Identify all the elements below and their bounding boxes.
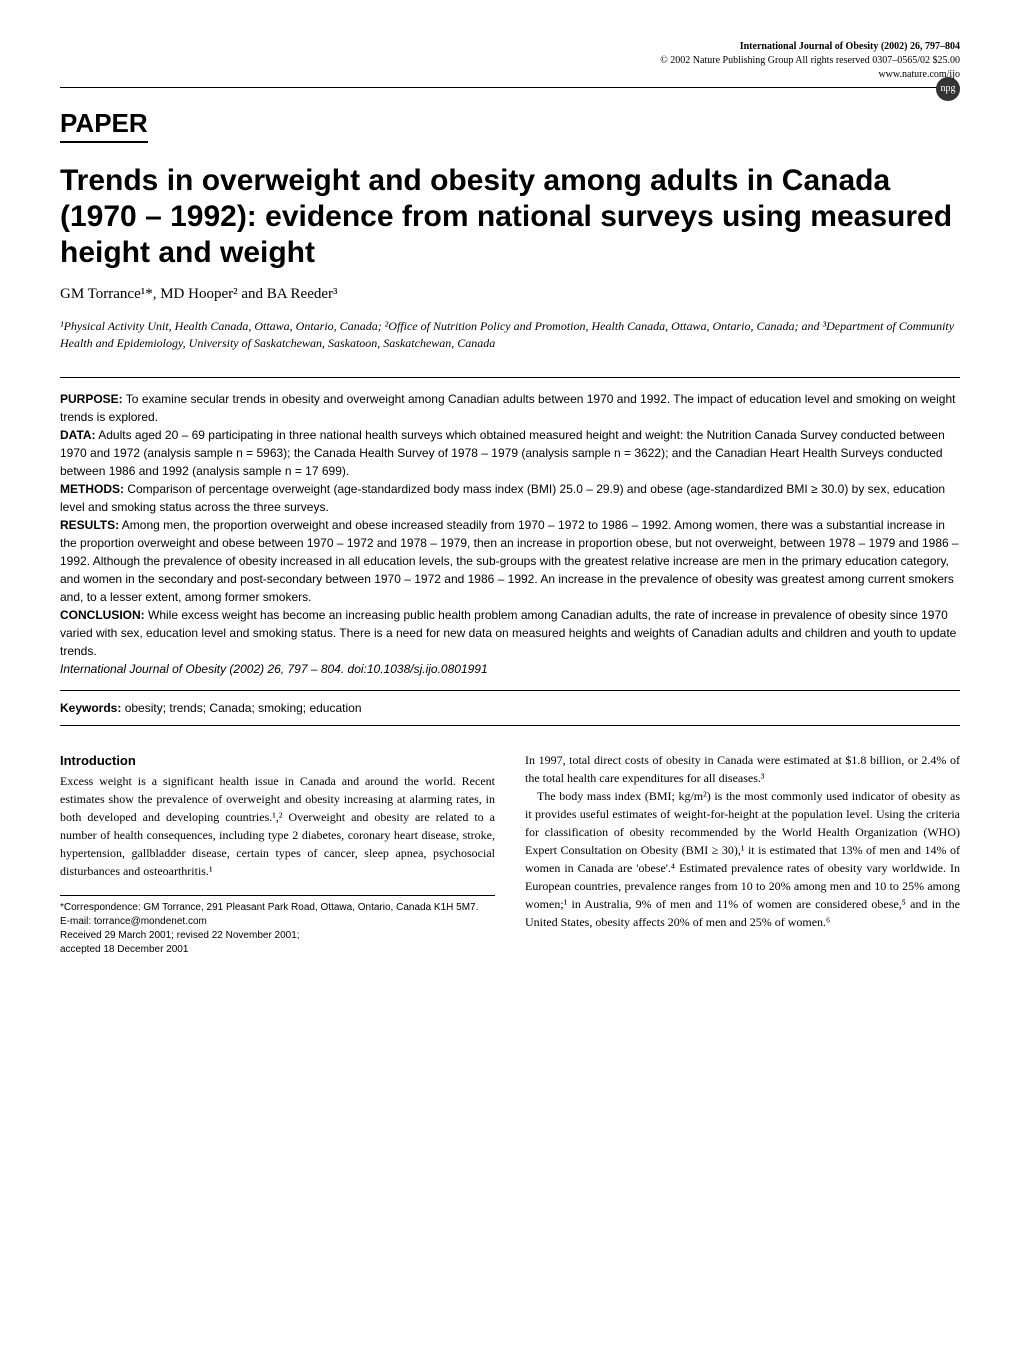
header-divider <box>60 87 960 88</box>
conclusion-text: While excess weight has become an increa… <box>60 608 956 658</box>
paper-title: Trends in overweight and obesity among a… <box>60 163 960 271</box>
keywords-text: obesity; trends; Canada; smoking; educat… <box>121 701 361 715</box>
paper-type-label: PAPER <box>60 108 148 143</box>
abstract-purpose: PURPOSE: To examine secular trends in ob… <box>60 390 960 426</box>
body-columns: Introduction Excess weight is a signific… <box>60 751 960 958</box>
abstract-citation: International Journal of Obesity (2002) … <box>60 660 960 678</box>
accepted-date: accepted 18 December 2001 <box>60 943 495 957</box>
purpose-label: PURPOSE: <box>60 392 123 406</box>
purpose-text: To examine secular trends in obesity and… <box>60 392 955 424</box>
methods-text: Comparison of percentage overweight (age… <box>60 482 945 514</box>
right-column: In 1997, total direct costs of obesity i… <box>525 751 960 958</box>
journal-url: www.nature.com/ijo <box>60 68 960 82</box>
data-text: Adults aged 20 – 69 participating in thr… <box>60 428 945 478</box>
left-column: Introduction Excess weight is a signific… <box>60 751 495 958</box>
keywords-row: Keywords: obesity; trends; Canada; smoki… <box>60 691 960 726</box>
abstract-methods: METHODS: Comparison of percentage overwe… <box>60 480 960 516</box>
data-label: DATA: <box>60 428 96 442</box>
abstract-conclusion: CONCLUSION: While excess weight has beco… <box>60 606 960 660</box>
correspondence-email: E-mail: torrance@mondenet.com <box>60 915 495 929</box>
intro-paragraph-1: Excess weight is a significant health is… <box>60 772 495 880</box>
abstract-results: RESULTS: Among men, the proportion overw… <box>60 516 960 606</box>
author-list: GM Torrance¹*, MD Hooper² and BA Reeder³ <box>60 286 960 303</box>
header-metadata: International Journal of Obesity (2002) … <box>60 40 960 82</box>
correspondence-address: *Correspondence: GM Torrance, 291 Pleasa… <box>60 901 495 915</box>
author-affiliations: ¹Physical Activity Unit, Health Canada, … <box>60 318 960 352</box>
introduction-heading: Introduction <box>60 751 495 771</box>
journal-citation: International Journal of Obesity (2002) … <box>60 40 960 54</box>
received-date: Received 29 March 2001; revised 22 Novem… <box>60 929 495 943</box>
conclusion-label: CONCLUSION: <box>60 608 145 622</box>
copyright-line: © 2002 Nature Publishing Group All right… <box>60 54 960 68</box>
correspondence-footnote: *Correspondence: GM Torrance, 291 Pleasa… <box>60 895 495 957</box>
keywords-label: Keywords: <box>60 701 121 715</box>
abstract-data: DATA: Adults aged 20 – 69 participating … <box>60 426 960 480</box>
abstract-block: PURPOSE: To examine secular trends in ob… <box>60 377 960 691</box>
intro-paragraph-3: The body mass index (BMI; kg/m²) is the … <box>525 787 960 931</box>
results-text: Among men, the proportion overweight and… <box>60 518 959 604</box>
intro-paragraph-2: In 1997, total direct costs of obesity i… <box>525 751 960 787</box>
results-label: RESULTS: <box>60 518 119 532</box>
methods-label: METHODS: <box>60 482 124 496</box>
